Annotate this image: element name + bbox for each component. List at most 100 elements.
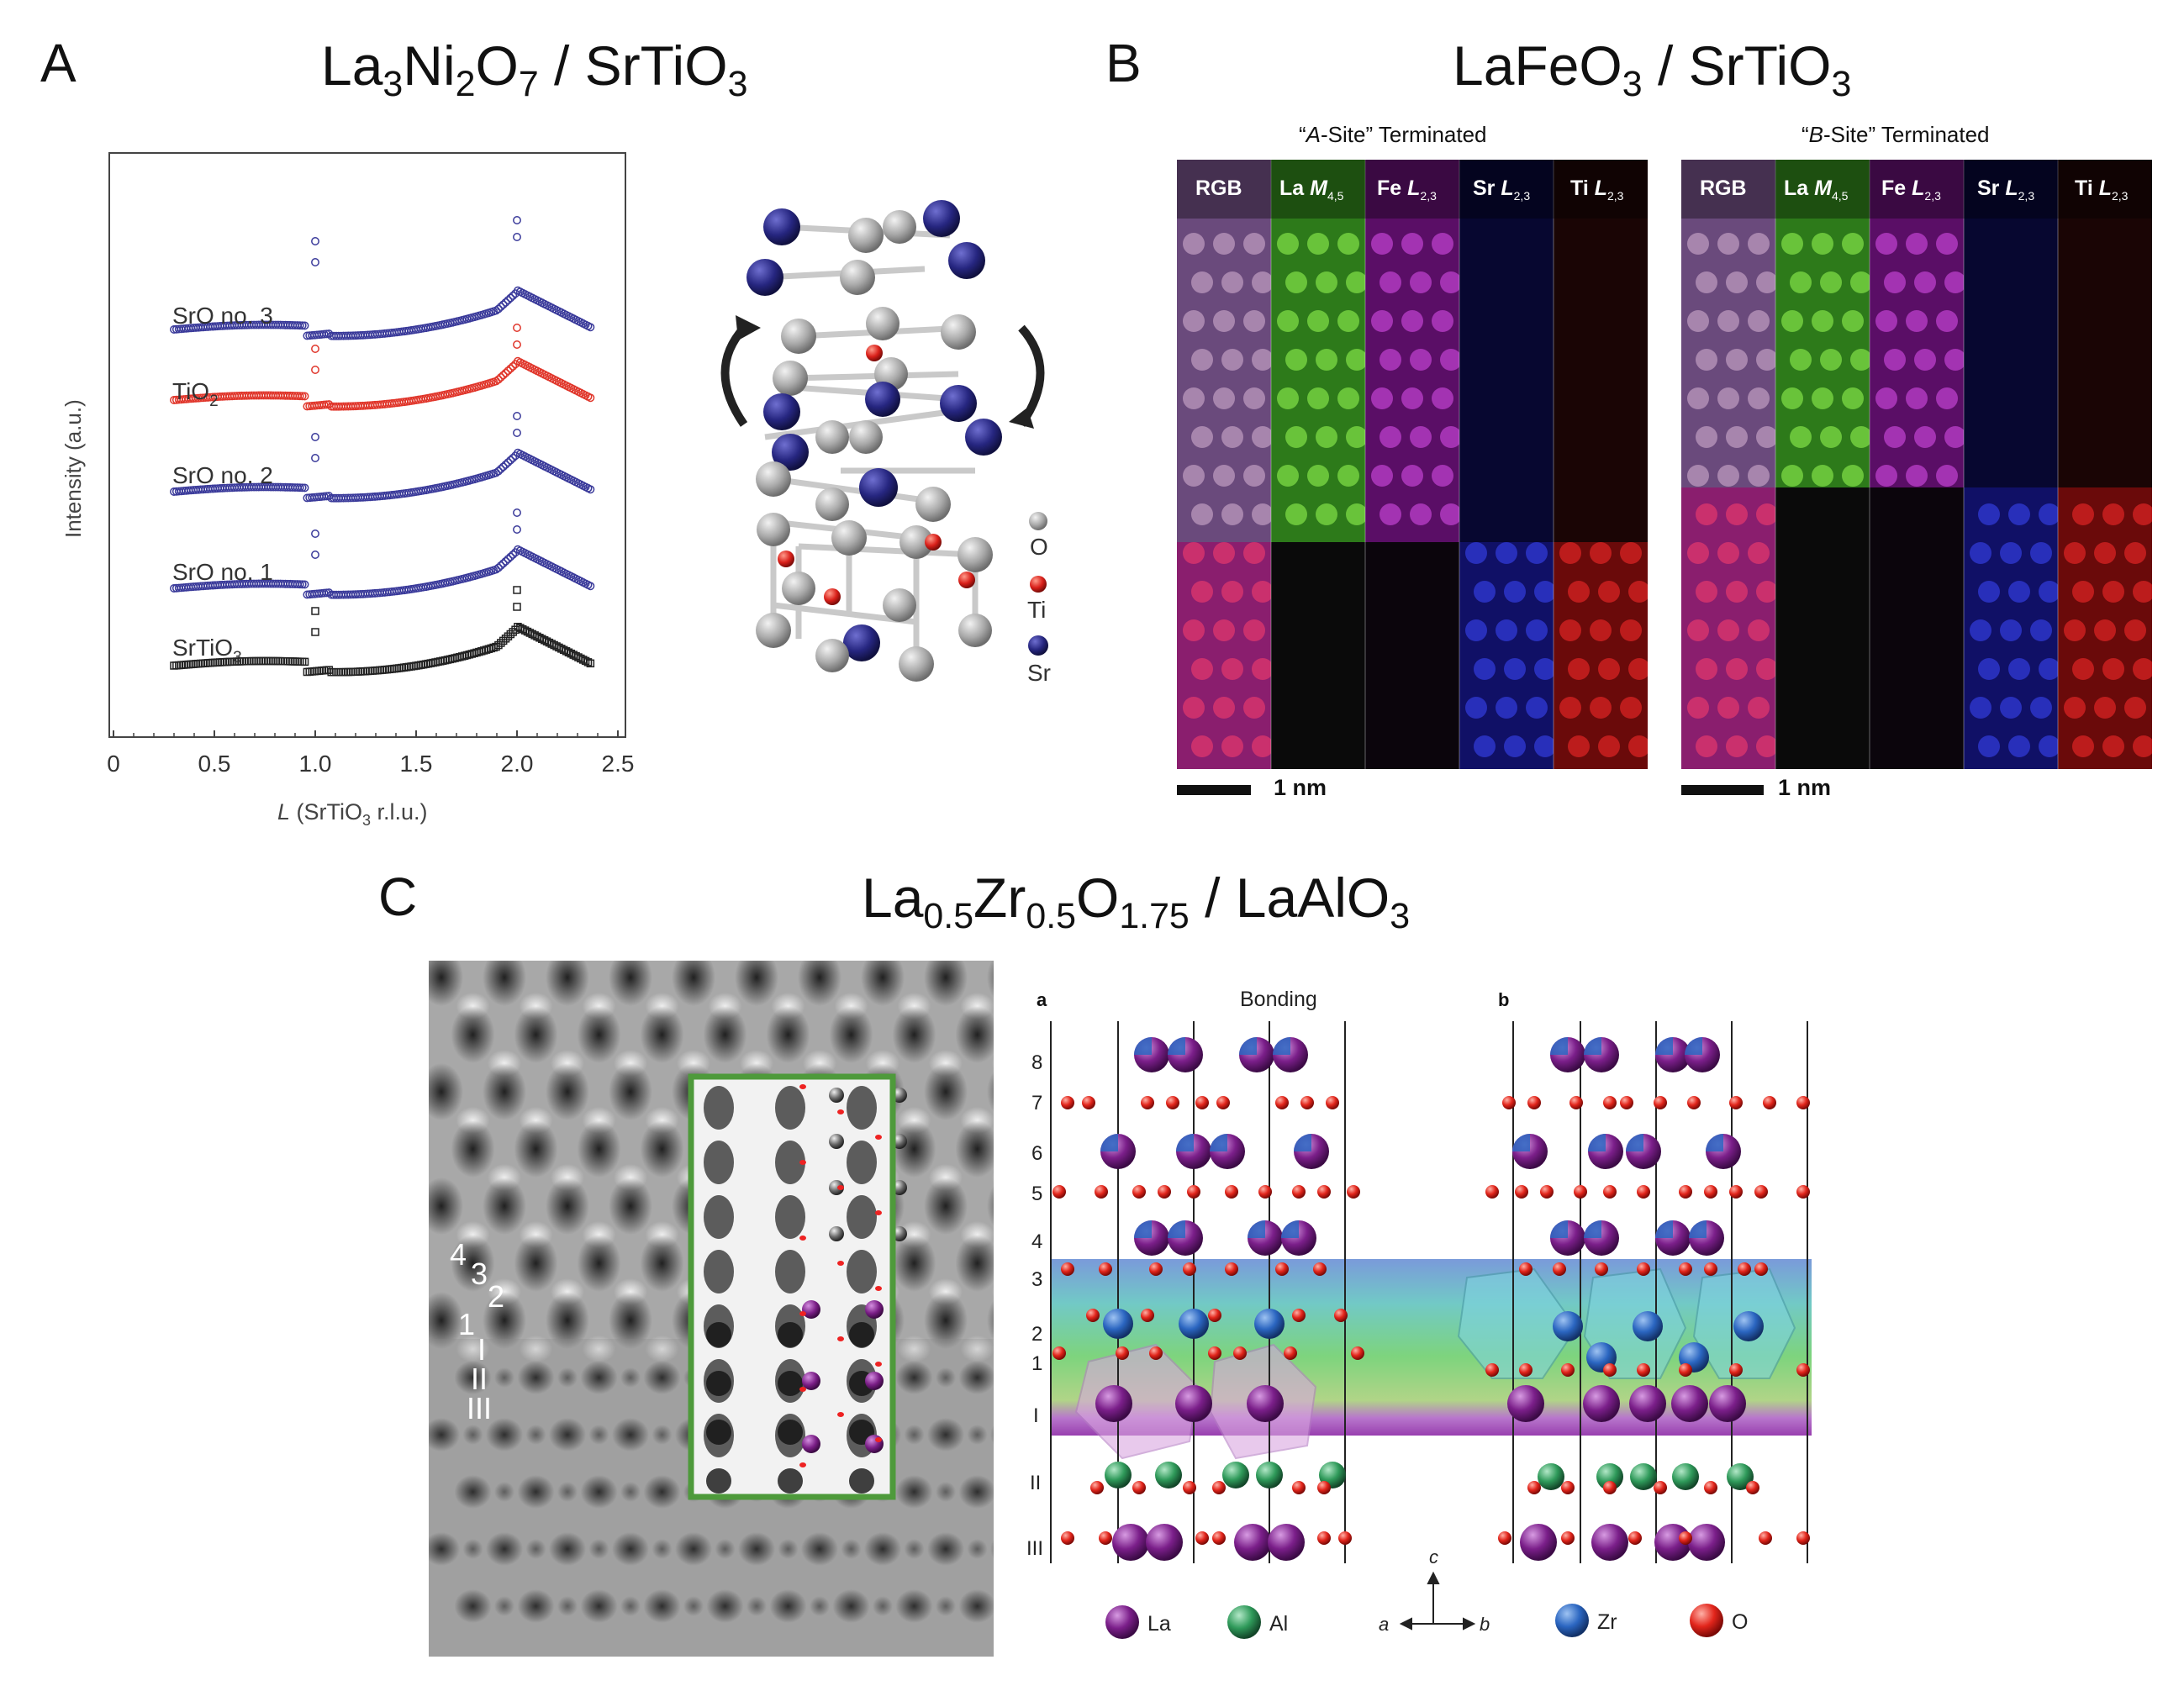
la-atom	[1709, 1385, 1746, 1422]
oxygen-atom	[1099, 1531, 1112, 1545]
data-point	[341, 667, 351, 677]
atom-column	[1380, 503, 1401, 525]
atom-column	[1371, 233, 1393, 255]
data-point	[351, 667, 360, 676]
oxygen-atom	[1796, 1531, 1810, 1545]
atom-column	[1401, 310, 1423, 332]
overlay-atom	[802, 1300, 820, 1319]
atom-column	[1812, 465, 1833, 487]
overlay-oxygen	[799, 1311, 806, 1316]
lattice-spot	[454, 1589, 492, 1623]
atom-column	[1620, 542, 1642, 564]
map-left-title: “A-Site” Terminated	[1299, 122, 1487, 147]
atom-column	[1496, 697, 1517, 719]
lattice-spot	[640, 1120, 684, 1178]
inset-spot	[704, 1086, 734, 1130]
crystal-structure-model: O Ti Sr	[720, 200, 1051, 686]
atom-column	[1213, 465, 1235, 487]
data-point	[586, 323, 595, 332]
atom-column	[1183, 465, 1205, 487]
oxygen-atom	[1313, 1262, 1327, 1276]
atom-column	[1337, 310, 1359, 332]
lattice-spot	[924, 1178, 968, 1235]
atom-column	[1717, 542, 1739, 564]
data-point	[194, 659, 203, 668]
oxygen-atom	[1569, 1096, 1583, 1109]
atom-column	[1307, 233, 1329, 255]
atom-column	[1243, 310, 1265, 332]
atom-column	[2064, 619, 2086, 641]
zr-atom	[1553, 1311, 1583, 1341]
data-point	[295, 483, 304, 493]
row-5: 5	[1031, 1183, 1042, 1205]
series-0	[170, 216, 595, 340]
layer-4: 4	[450, 1237, 467, 1272]
overlay-oxygen	[875, 1362, 882, 1367]
atom-column	[2102, 658, 2124, 680]
data-point	[346, 667, 355, 677]
zr-atom	[1254, 1309, 1285, 1339]
oxygen-atom	[1300, 1096, 1314, 1109]
data-point	[288, 657, 297, 666]
atom-column	[1213, 542, 1235, 564]
oxygen-atom	[1654, 1096, 1667, 1109]
chart-frame	[108, 152, 626, 738]
legend-zr-label: Zr	[1597, 1610, 1617, 1634]
atom-column	[1842, 310, 1864, 332]
channel-header-fe-left: Fe L2,3	[1377, 177, 1437, 203]
data-point	[269, 656, 277, 666]
inset-frame	[688, 1073, 896, 1500]
oxygen-atom	[1485, 1185, 1499, 1199]
data-point	[272, 656, 280, 666]
lattice-spot	[897, 1336, 931, 1362]
oxygen-atom	[1729, 1185, 1743, 1199]
eels-maps-b-site	[1681, 160, 2152, 769]
atom-column	[1221, 658, 1243, 680]
data-point	[324, 588, 334, 598]
atom-column	[1277, 465, 1299, 487]
atom-column	[1875, 310, 1897, 332]
lattice-spot	[735, 961, 778, 1006]
zr-share	[1168, 1037, 1185, 1055]
la-atom	[1671, 1385, 1708, 1422]
atom-column	[1820, 426, 1842, 448]
lattice-spot	[892, 1006, 936, 1063]
map-column-la	[1270, 160, 1368, 769]
oxygen-atom	[1704, 1481, 1717, 1494]
atom-column	[1346, 349, 1368, 371]
atom-column	[1906, 310, 1928, 332]
row-III: III	[1026, 1537, 1043, 1560]
data-point	[278, 656, 288, 666]
oxygen-atom	[1796, 1096, 1810, 1109]
atom-column	[2008, 581, 2030, 603]
data-point	[298, 483, 307, 493]
lattice-spot	[992, 1172, 994, 1183]
data-point	[335, 667, 343, 677]
model-label-b: b	[1498, 989, 1509, 1010]
atom-column	[1756, 271, 1778, 293]
data-point	[330, 667, 338, 677]
lattice-spot	[462, 1539, 483, 1559]
data-point	[324, 329, 334, 339]
lattice-spot	[798, 961, 841, 1006]
overlay-oxygen	[875, 1437, 882, 1442]
lattice-spot	[672, 961, 715, 1006]
atom-column	[1781, 310, 1803, 332]
atom-column	[1285, 503, 1307, 525]
data-point	[506, 552, 515, 561]
oxygen-atom	[1540, 1185, 1554, 1199]
al-atom	[1155, 1462, 1182, 1488]
atom-column	[1252, 349, 1274, 371]
channel-header-sr-left: Sr L2,3	[1473, 177, 1531, 203]
atom-column	[2039, 735, 2060, 757]
legend-la-marker	[1105, 1605, 1139, 1639]
data-point	[293, 657, 302, 666]
zr-share	[1655, 1220, 1673, 1238]
data-point	[311, 607, 319, 615]
lattice-spot	[483, 1292, 526, 1349]
lattice-spot	[990, 1425, 994, 1445]
map-region-top	[2058, 160, 2152, 487]
data-point	[286, 657, 294, 666]
data-point	[311, 366, 319, 374]
lattice-spot	[873, 1596, 893, 1616]
